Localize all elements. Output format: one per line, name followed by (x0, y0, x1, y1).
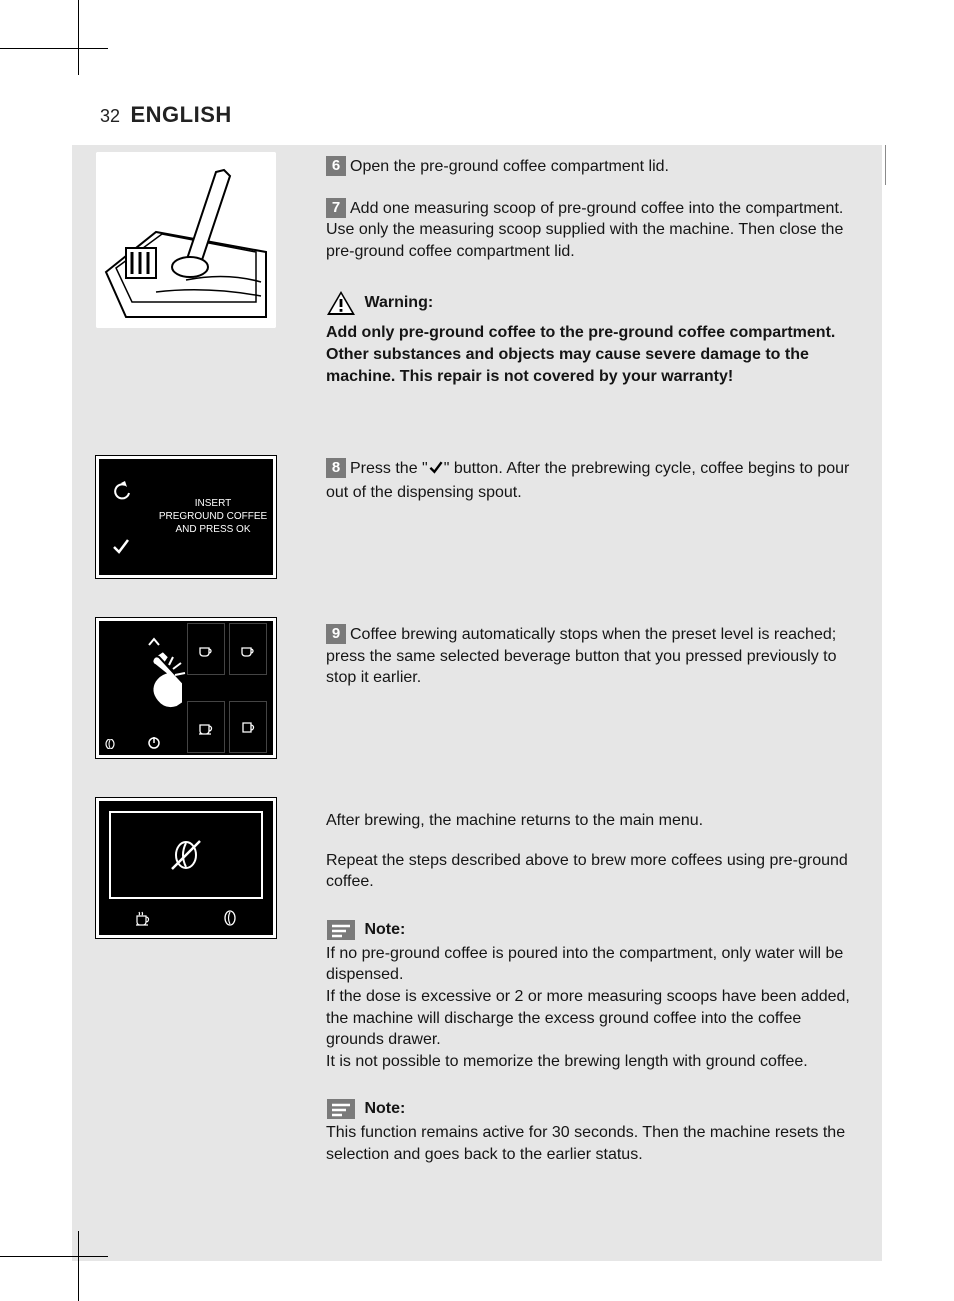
text-block-2: 8Press the "" button. After the prebrewi… (326, 458, 856, 513)
coffee-slot-3 (187, 701, 225, 753)
note-1: Note: If no pre-ground coffee is poured … (326, 917, 856, 1073)
crop-mark (78, 0, 79, 75)
no-bean-icon (168, 837, 204, 873)
note-icon (326, 917, 356, 943)
page-language: ENGLISH (130, 102, 231, 127)
espresso-icon (197, 640, 215, 658)
crop-mark (0, 1256, 108, 1257)
power-icon (147, 735, 161, 749)
step-6: 6Open the pre-ground coffee compartment … (326, 156, 856, 178)
crop-mark (78, 1231, 79, 1301)
step-6-text: Open the pre-ground coffee compartment l… (350, 158, 669, 175)
figure-main-menu (96, 798, 276, 938)
text-block-3: 9Coffee brewing automatically stops when… (326, 624, 856, 699)
after-line-2: Repeat the steps described above to brew… (326, 850, 856, 893)
bean-icon (105, 739, 115, 749)
button-panel (96, 618, 276, 758)
step-badge-6: 6 (326, 156, 346, 176)
note-1-p1: If no pre-ground coffee is poured into t… (326, 943, 856, 986)
crop-mark (0, 48, 108, 49)
lid-drawing (96, 152, 276, 328)
bean-icon (221, 909, 239, 927)
figure-compartment-lid (96, 152, 276, 328)
coffee-slot-2 (229, 623, 267, 675)
coffee-slot-4 (229, 701, 267, 753)
step-badge-9: 9 (326, 624, 346, 644)
warning-body: Add only pre-ground coffee to the pre-gr… (326, 322, 856, 387)
coffee-icon (197, 718, 215, 736)
page-header: 32 ENGLISH (100, 102, 232, 128)
step-8: 8Press the "" button. After the prebrewi… (326, 458, 856, 503)
espresso-icon (239, 640, 257, 658)
figure-button-panel (96, 618, 276, 758)
lid-svg (96, 152, 276, 328)
step-7-text: Add one measuring scoop of pre-ground co… (326, 200, 843, 260)
step-badge-8: 8 (326, 458, 346, 478)
warning-block: Warning: Add only pre-ground coffee to t… (326, 290, 856, 387)
coffee-icon (134, 909, 152, 927)
page-number: 32 (100, 106, 120, 126)
check-inline-icon (428, 459, 444, 482)
step-7: 7Add one measuring scoop of pre-ground c… (326, 198, 856, 263)
screen-frame (109, 811, 263, 899)
note-2-body: This function remains active for 30 seco… (326, 1122, 856, 1165)
after-line-1: After brewing, the machine returns to th… (326, 810, 856, 832)
warning-icon (326, 290, 356, 316)
step-8-text-a: Press the " (350, 460, 428, 477)
coffee-slot-1 (187, 623, 225, 675)
hand-pointer-icon (129, 647, 189, 722)
figure-screen-preground: INSERT PREGROUND COFFEE AND PRESS OK (96, 456, 276, 578)
note-1-p2: If the dose is excessive or 2 or more me… (326, 986, 856, 1051)
check-icon (111, 536, 131, 561)
note-2-label: Note: (364, 1101, 405, 1118)
note-2: Note: This function remains active for 3… (326, 1096, 856, 1165)
screen-line-1: INSERT (153, 497, 273, 510)
panel-left (99, 621, 129, 733)
step-badge-7: 7 (326, 198, 346, 218)
back-icon (111, 481, 133, 508)
crop-mark (885, 145, 886, 185)
screen-message: INSERT PREGROUND COFFEE AND PRESS OK (153, 497, 273, 536)
main-menu-screen (96, 798, 276, 938)
step-9-text: Coffee brewing automatically stops when … (326, 626, 837, 686)
screen-preground: INSERT PREGROUND COFFEE AND PRESS OK (96, 456, 276, 578)
text-block-1: 6Open the pre-ground coffee compartment … (326, 156, 856, 387)
warning-label: Warning: (364, 295, 433, 312)
screen-line-3: AND PRESS OK (153, 523, 273, 536)
note-icon (326, 1096, 356, 1122)
text-block-4: After brewing, the machine returns to th… (326, 810, 856, 1166)
bottom-icon-row (99, 909, 273, 927)
step-9: 9Coffee brewing automatically stops when… (326, 624, 856, 689)
note-1-p3: It is not possible to memorize the brewi… (326, 1051, 856, 1073)
screen-line-2: PREGROUND COFFEE (153, 510, 273, 523)
mug-icon (239, 718, 257, 736)
note-1-label: Note: (364, 921, 405, 938)
